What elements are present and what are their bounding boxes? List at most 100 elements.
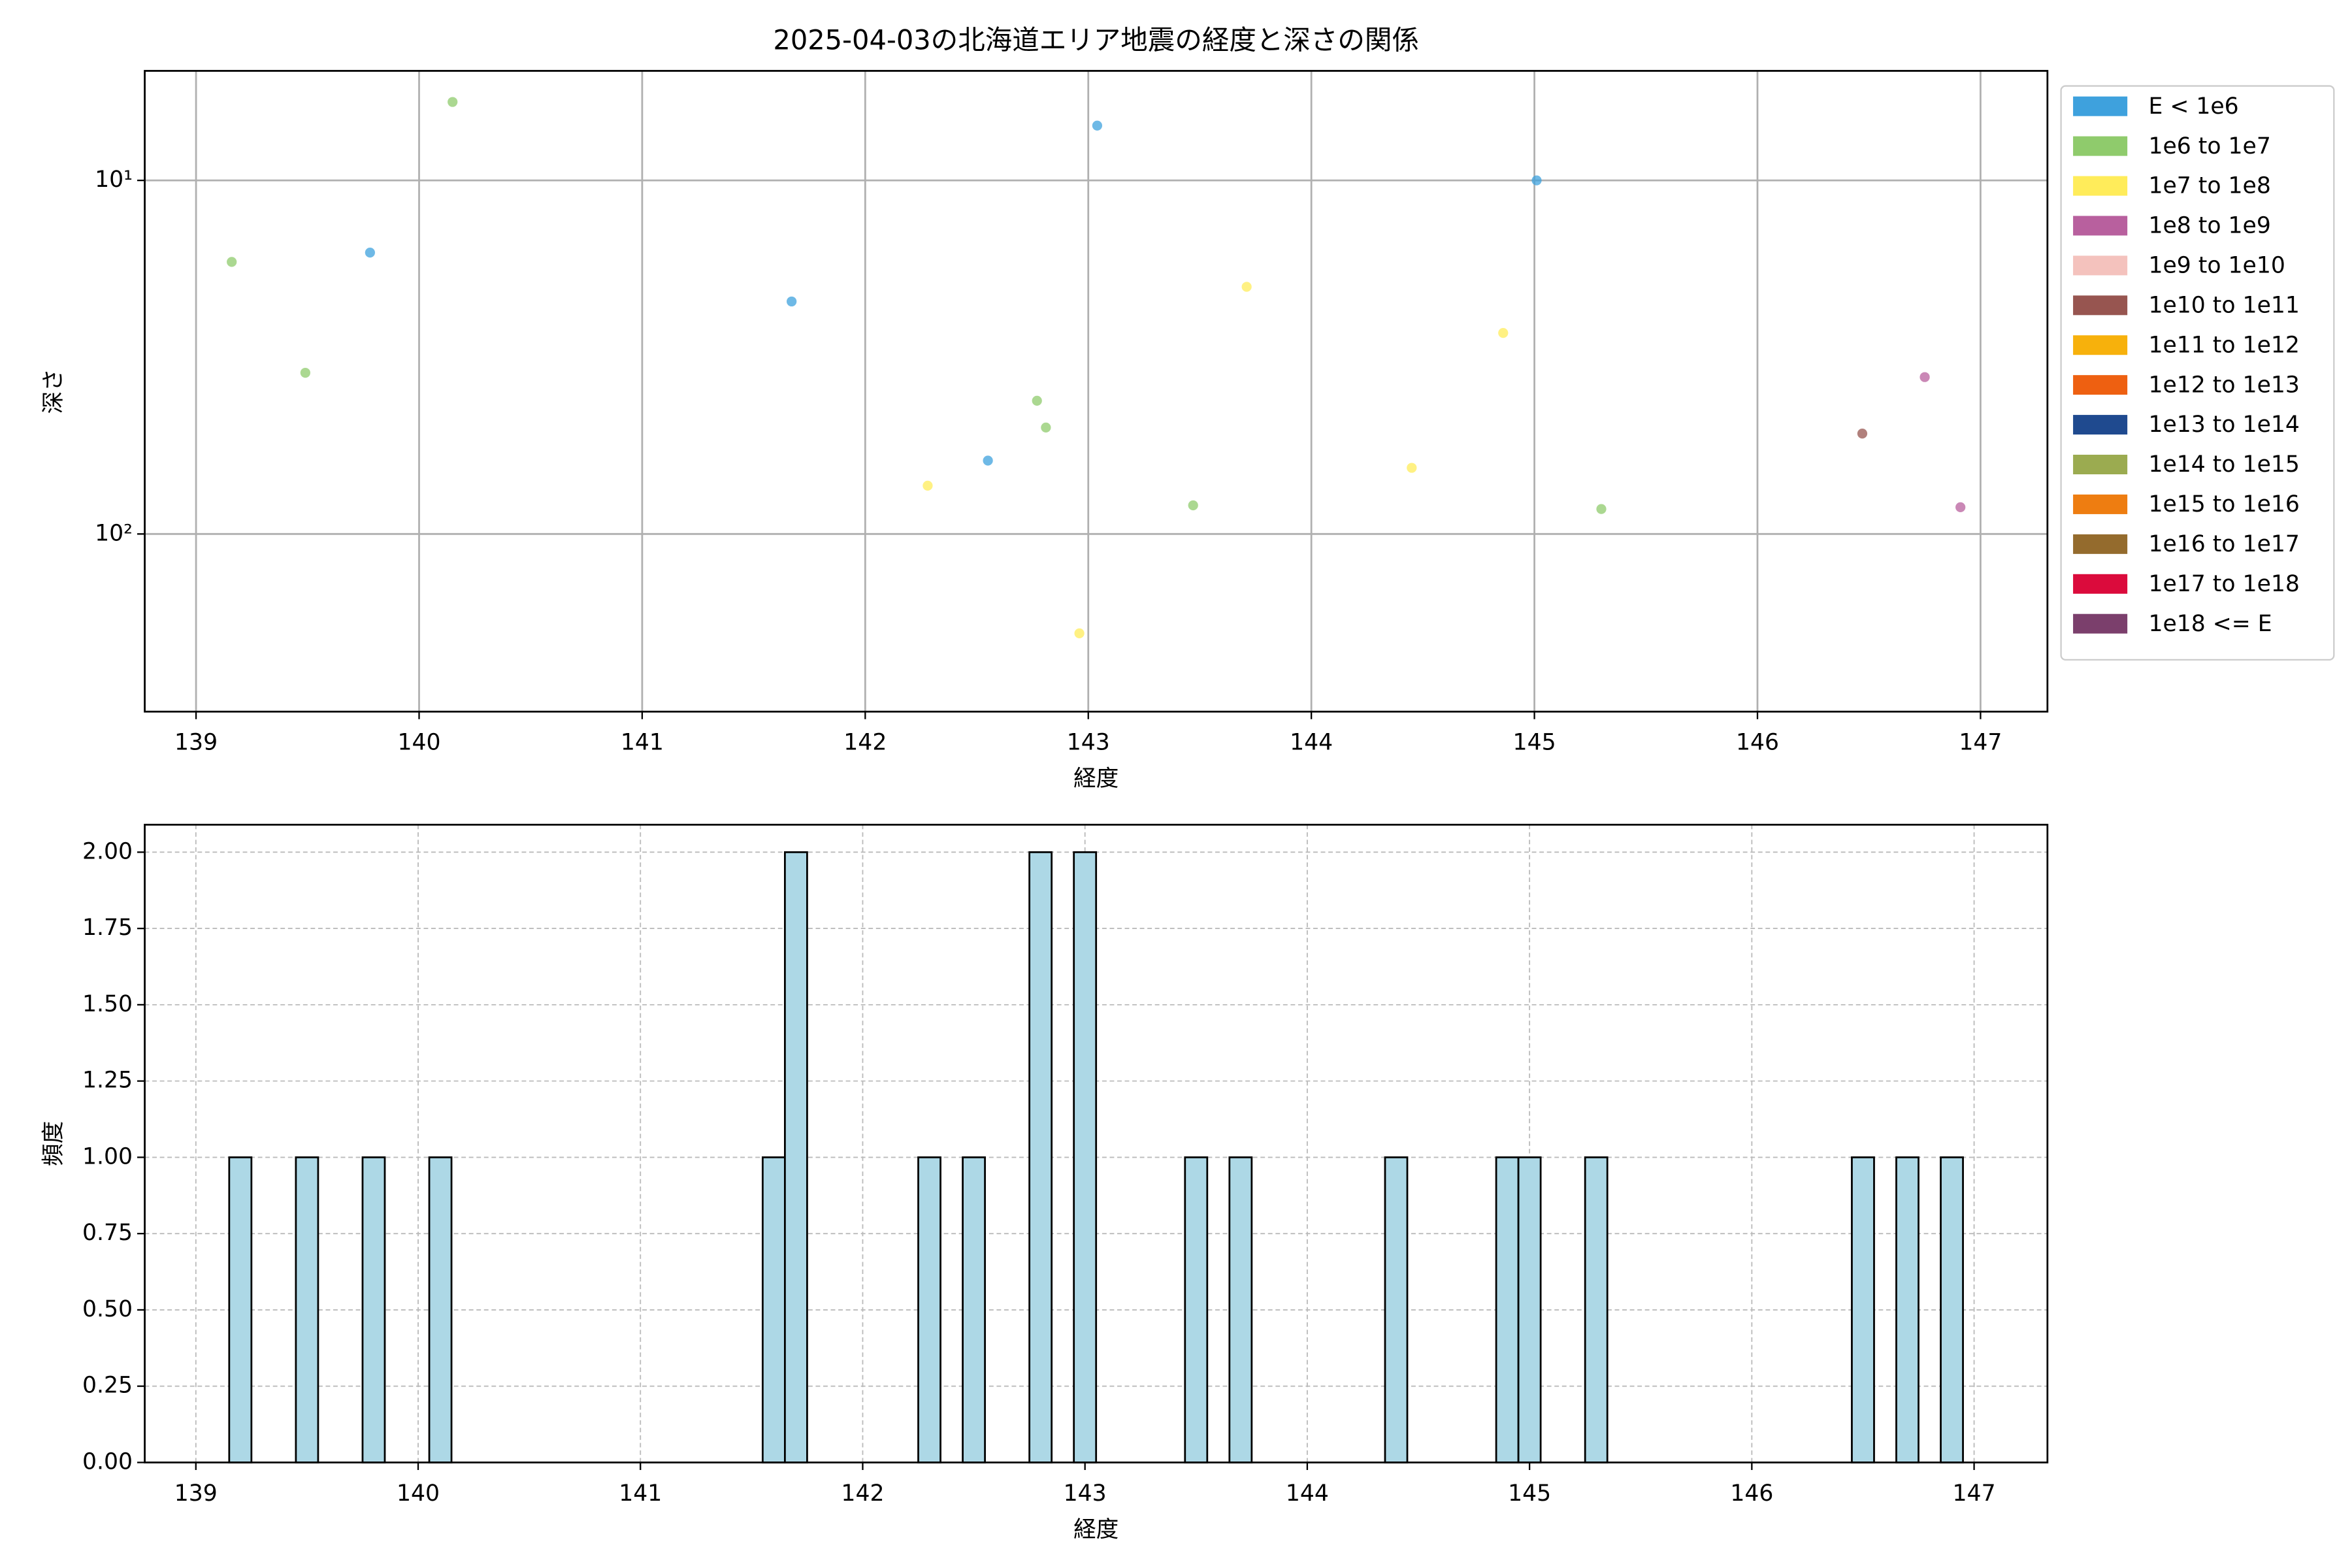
data-point: [1032, 395, 1042, 406]
x-tick-label: 140: [397, 730, 440, 756]
data-point: [365, 247, 375, 258]
y-tick-label: 0.50: [82, 1296, 133, 1322]
x-tick-label: 143: [1067, 730, 1110, 756]
x-tick-label: 140: [397, 1480, 440, 1507]
legend-label: 1e13 to 1e14: [2148, 412, 2299, 438]
data-point: [1074, 628, 1085, 639]
legend-label: 1e10 to 1e11: [2148, 292, 2299, 318]
legend-swatch: [2073, 335, 2128, 355]
data-point: [1919, 372, 1930, 382]
x-axis-label: 経度: [1073, 766, 1119, 792]
data-point: [1531, 175, 1542, 186]
y-tick-label: 10²: [95, 520, 133, 546]
y-tick-label: 0.25: [82, 1373, 133, 1399]
legend-label: 1e15 to 1e16: [2148, 491, 2299, 517]
x-tick-label: 147: [1953, 1480, 1996, 1507]
legend-label: 1e12 to 1e13: [2148, 372, 2299, 398]
data-point: [300, 367, 310, 378]
y-tick-label: 0.75: [82, 1220, 133, 1246]
data-point: [1407, 463, 1417, 473]
x-tick-label: 145: [1513, 730, 1556, 756]
legend-label: E < 1e6: [2148, 93, 2238, 120]
legend-swatch: [2073, 415, 2128, 435]
data-point: [448, 97, 458, 107]
legend-label: 1e16 to 1e17: [2148, 531, 2299, 557]
histogram-bar: [962, 1156, 986, 1463]
y-tick-label: 1.75: [82, 915, 133, 941]
histogram-bar: [1184, 1156, 1209, 1463]
legend-label: 1e11 to 1e12: [2148, 332, 2299, 358]
histogram-bar: [761, 1156, 786, 1463]
histogram-bar: [428, 1156, 453, 1463]
legend-swatch: [2073, 136, 2128, 156]
legend-swatch: [2073, 534, 2128, 554]
legend-swatch: [2073, 96, 2128, 116]
y-tick-label: 0.00: [82, 1448, 133, 1475]
x-tick-label: 146: [1736, 730, 1779, 756]
x-tick-label: 147: [1959, 730, 2002, 756]
histogram-bar: [1851, 1156, 1875, 1463]
plot-frame: [144, 70, 2049, 713]
legend-label: 1e17 to 1e18: [2148, 571, 2299, 597]
histogram-bar: [295, 1156, 319, 1463]
data-point: [1041, 422, 1051, 433]
data-point: [1498, 327, 1509, 338]
legend-swatch: [2073, 295, 2128, 316]
y-axis-label: 深さ: [41, 368, 67, 414]
legend-swatch: [2073, 255, 2128, 276]
x-tick-label: 145: [1508, 1480, 1551, 1507]
histogram-bar: [1517, 1156, 1542, 1463]
legend-box: [2060, 85, 2335, 661]
legend-swatch: [2073, 216, 2128, 236]
x-tick-label: 141: [621, 730, 664, 756]
legend-swatch: [2073, 613, 2128, 634]
y-tick-label: 10¹: [95, 167, 133, 193]
data-point: [227, 257, 237, 267]
histogram-bar: [1584, 1156, 1609, 1463]
x-tick-label: 146: [1730, 1480, 1773, 1507]
x-tick-label: 143: [1064, 1480, 1107, 1507]
histogram-bar: [1495, 1156, 1520, 1463]
x-axis-label: 経度: [1073, 1516, 1119, 1543]
data-point: [787, 296, 797, 307]
data-point: [1092, 120, 1103, 131]
legend-swatch: [2073, 574, 2128, 594]
legend-swatch: [2073, 375, 2128, 395]
y-tick-label: 1.25: [82, 1068, 133, 1094]
legend-label: 1e14 to 1e15: [2148, 451, 2299, 478]
data-point: [1241, 282, 1252, 292]
data-point: [1596, 504, 1607, 514]
histogram-bar: [361, 1156, 386, 1463]
x-tick-label: 139: [174, 730, 218, 756]
y-tick-label: 1.50: [82, 991, 133, 1017]
histogram-bar: [783, 851, 808, 1463]
y-tick-label: 1.00: [82, 1143, 133, 1169]
histogram-bar: [1028, 851, 1053, 1463]
histogram-bar: [917, 1156, 941, 1463]
legend-swatch: [2073, 176, 2128, 196]
legend-label: 1e18 <= E: [2148, 611, 2272, 637]
data-point: [1857, 429, 1868, 439]
x-tick-label: 142: [843, 730, 887, 756]
data-point: [923, 480, 933, 491]
histogram-bar: [1073, 851, 1098, 1463]
x-tick-label: 144: [1286, 1480, 1329, 1507]
data-point: [983, 455, 993, 466]
legend-label: 1e6 to 1e7: [2148, 133, 2270, 159]
chart-title: 2025-04-03の北海道エリア地震の経度と深さの関係: [773, 24, 1419, 56]
data-point: [1188, 500, 1198, 511]
legend-label: 1e8 to 1e9: [2148, 213, 2270, 239]
x-tick-label: 139: [174, 1480, 218, 1507]
x-tick-label: 142: [841, 1480, 884, 1507]
histogram-bar: [1384, 1156, 1409, 1463]
y-axis-label: 頻度: [41, 1121, 67, 1166]
histogram-bar: [1228, 1156, 1253, 1463]
legend-label: 1e9 to 1e10: [2148, 253, 2285, 279]
data-point: [1955, 502, 1966, 512]
legend-swatch: [2073, 455, 2128, 474]
histogram-bar: [228, 1156, 253, 1463]
plot-frame: [144, 823, 2049, 1463]
